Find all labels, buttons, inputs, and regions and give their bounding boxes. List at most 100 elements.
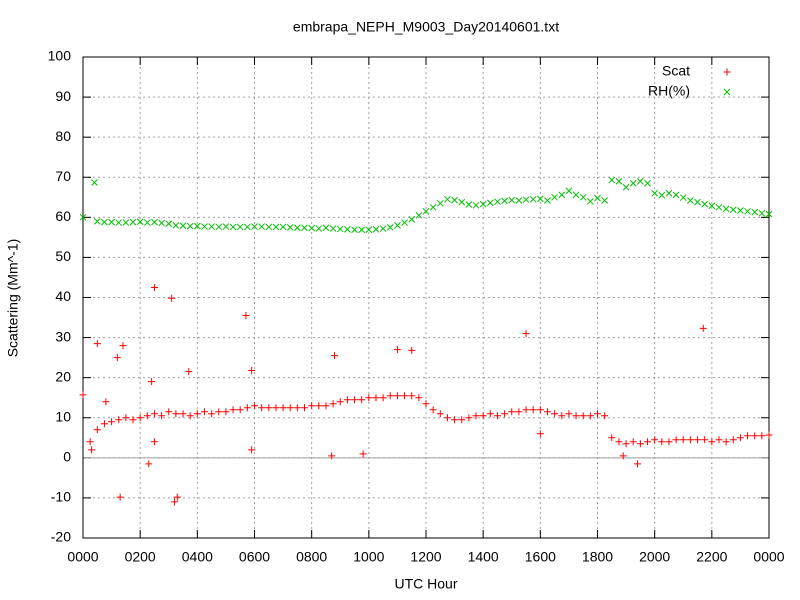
x-tick-label: 0200 xyxy=(125,549,156,565)
data-point xyxy=(93,340,101,348)
data-point xyxy=(108,218,115,226)
data-point xyxy=(622,183,630,191)
x-tick-label: 1200 xyxy=(410,549,441,565)
data-point xyxy=(308,402,316,410)
data-point xyxy=(758,432,766,440)
data-point xyxy=(565,187,573,195)
plot-frame xyxy=(82,56,770,539)
data-point xyxy=(143,412,151,420)
data-point xyxy=(279,223,287,231)
y-tick-label: 40 xyxy=(55,288,71,304)
x-tick-label: 2200 xyxy=(696,549,727,565)
data-point xyxy=(587,197,594,205)
y-tick-label: 100 xyxy=(48,48,72,64)
data-point xyxy=(265,404,273,412)
data-point xyxy=(444,195,451,203)
data-point xyxy=(508,408,516,416)
data-point xyxy=(165,220,173,228)
y-tick-label: 80 xyxy=(55,128,71,144)
data-point xyxy=(393,346,401,354)
data-point xyxy=(86,438,94,446)
y-tick-label: -20 xyxy=(51,529,71,545)
data-point xyxy=(393,392,401,400)
data-point xyxy=(208,410,216,418)
data-point xyxy=(113,354,121,362)
data-point xyxy=(544,197,551,204)
data-point xyxy=(115,219,123,226)
data-point xyxy=(522,406,530,414)
data-point xyxy=(244,223,251,231)
data-point xyxy=(129,416,137,424)
data-point xyxy=(79,213,87,221)
data-point xyxy=(185,368,193,376)
data-point xyxy=(119,342,127,350)
data-point xyxy=(644,179,651,187)
data-point xyxy=(351,226,358,234)
data-point xyxy=(522,196,530,204)
data-point xyxy=(415,394,423,402)
data-point xyxy=(422,400,430,408)
data-point xyxy=(694,198,701,206)
data-point xyxy=(701,436,709,444)
data-point xyxy=(358,226,366,234)
data-point xyxy=(744,207,751,215)
data-point xyxy=(322,402,330,410)
data-point xyxy=(551,193,558,201)
data-point xyxy=(572,412,580,420)
data-point xyxy=(715,203,723,211)
data-point xyxy=(193,410,201,418)
data-point xyxy=(279,404,287,412)
data-point xyxy=(100,420,108,428)
y-tick-label: 0 xyxy=(63,449,71,465)
data-point xyxy=(729,206,737,214)
data-point xyxy=(465,201,473,208)
data-point xyxy=(572,191,580,199)
data-point xyxy=(143,219,151,226)
data-point xyxy=(344,226,351,233)
data-point xyxy=(672,191,680,199)
data-point xyxy=(493,412,501,420)
y-tick-label: -10 xyxy=(51,489,71,505)
data-point xyxy=(615,177,623,185)
data-point xyxy=(422,207,430,215)
legend-label: Scat xyxy=(662,63,690,79)
data-point xyxy=(286,224,294,231)
data-point xyxy=(165,408,173,416)
data-point xyxy=(408,215,416,223)
x-tick-label: 0600 xyxy=(239,549,270,565)
data-point xyxy=(415,211,423,219)
data-point xyxy=(329,225,337,232)
data-point xyxy=(472,201,480,209)
data-point xyxy=(179,410,187,418)
data-point xyxy=(102,398,110,406)
x-tick-label: 2000 xyxy=(639,549,670,565)
data-point xyxy=(529,195,537,203)
data-point xyxy=(565,410,573,418)
y-tick-label: 10 xyxy=(55,408,71,424)
data-point xyxy=(136,414,144,422)
x-tick-label: 0000 xyxy=(67,549,98,565)
data-point xyxy=(236,223,244,231)
y-tick-label: 70 xyxy=(55,168,71,184)
data-point xyxy=(343,396,351,404)
data-point xyxy=(443,414,451,422)
legend-marker xyxy=(723,68,731,76)
data-point xyxy=(501,197,508,205)
data-point xyxy=(508,196,516,204)
y-tick-label: 30 xyxy=(55,328,71,344)
data-point xyxy=(687,197,694,204)
y-tick-label: 60 xyxy=(55,208,71,224)
data-point xyxy=(91,179,98,186)
y-tick-label: 90 xyxy=(55,88,71,104)
data-point xyxy=(315,402,323,410)
data-point xyxy=(651,189,659,197)
x-tick-label: 1400 xyxy=(468,549,499,565)
data-point xyxy=(272,223,280,231)
data-point xyxy=(148,378,156,386)
data-point xyxy=(372,226,380,233)
data-point xyxy=(88,446,96,454)
data-point xyxy=(329,400,337,408)
x-tick-label: 0000 xyxy=(753,549,784,565)
